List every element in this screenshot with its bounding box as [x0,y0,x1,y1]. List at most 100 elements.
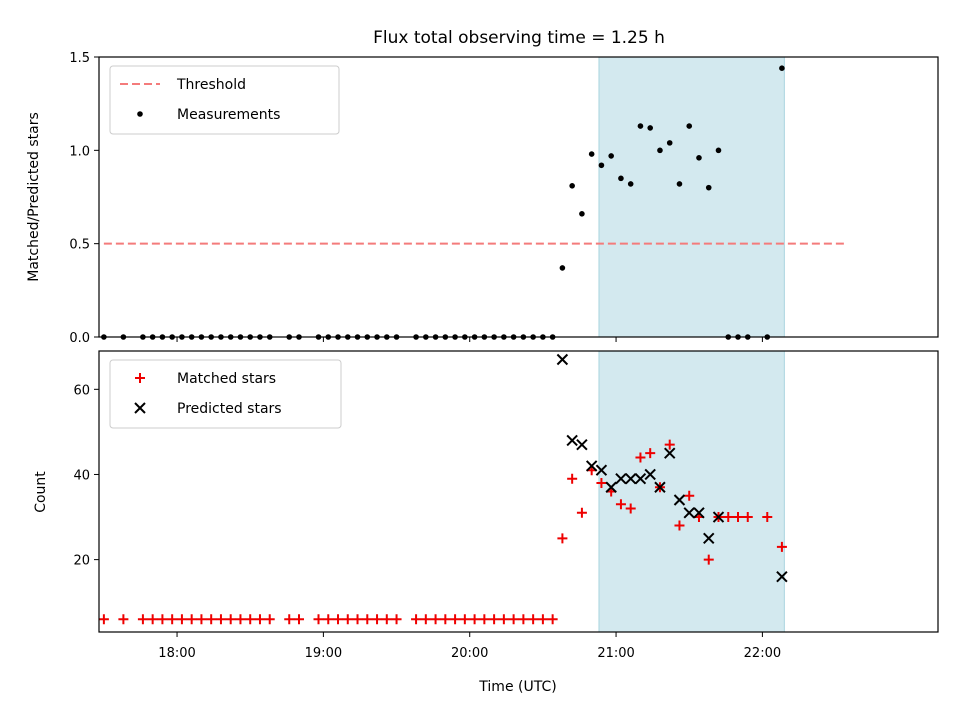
top-measurements-point [705,184,712,191]
bottom-matched-stars-point [411,614,422,625]
top-measurements-point [569,183,575,189]
bottom-matched-stars-point [420,614,431,625]
top-legend-swatch [137,111,143,117]
bottom-matched-stars-point [245,614,256,625]
bottom-matched-stars-point [508,614,519,625]
top-measurements-point [657,147,663,154]
bottom-matched-stars-point [528,614,539,625]
bottom-matched-stars-point [352,614,363,625]
bottom-matched-stars-point [254,614,265,625]
bottom-matched-stars-point [333,614,344,625]
bottom-panel: 20 40 60 18:00 19:00 20:00 21:00 22:00 Matched s… [73,350,939,661]
bottom-predicted-stars-point [654,481,666,493]
bottom-predicted-stars-point [595,464,608,476]
top-measurements-point [715,147,722,154]
top-y-axis-title: Matched/Predicted stars [26,112,42,282]
bottom-predicted-stars-point [615,473,627,485]
bottom-matched-stars-point [645,448,656,459]
top-y-tick-label: 0.0 [69,331,90,346]
bottom-matched-stars-point [489,614,500,625]
bottom-matched-stars-point [264,614,275,625]
bottom-matched-stars-point [723,512,734,523]
bottom-matched-stars-point [450,614,461,625]
bottom-predicted-stars-point [644,468,656,481]
chart-title: Flux total observing time = 1.25 h [373,28,665,48]
bottom-matched-stars-point [147,614,158,625]
top-legend-label: Threshold [176,77,246,93]
bottom-matched-stars-point [98,614,109,625]
top-measurements-point [579,211,585,217]
top-legend-box [109,65,340,135]
bottom-y-tick-label: 40 [73,468,90,483]
top-measurements-point [696,155,702,161]
bottom-matched-stars-point [167,614,178,625]
bottom-matched-stars-point [625,503,636,514]
bottom-matched-stars-point [567,473,578,484]
bottom-matched-stars-point [186,614,197,625]
bottom-matched-stars-point [176,614,187,625]
bottom-predicted-stars-point [585,460,598,472]
bottom-axes-frame [98,350,939,633]
bottom-matched-stars-point [615,499,626,510]
bottom-matched-stars-point [635,452,646,463]
bottom-predicted-stars-point [712,511,725,523]
bottom-matched-stars-point [362,614,373,625]
bottom-matched-stars-point [391,614,402,625]
bottom-shaded-region [598,350,785,633]
bottom-matched-stars-point [776,541,787,552]
bottom-x-tick-label: 20:00 [451,646,488,661]
bottom-x-tick-label: 22:00 [744,646,781,661]
bottom-legend-swatch [135,373,145,383]
top-y-tick-label: 1.0 [69,144,90,159]
top-measurements-point [637,123,644,129]
bottom-matched-stars-point [381,614,392,625]
top-panel: 0.0 0.5 1.0 1.5 Threshold Measurements [69,51,939,346]
top-measurements-point [627,181,634,187]
bottom-x-tick-label: 18:00 [158,646,195,661]
bottom-matched-stars-point [293,614,304,625]
bottom-matched-stars-point [235,614,246,625]
bottom-matched-stars-point [664,439,675,450]
bottom-matched-stars-point [479,614,490,625]
bottom-matched-stars-point [733,512,744,523]
bottom-matched-stars-point [196,614,207,625]
top-measurements-point [779,65,785,71]
bottom-matched-stars-point [684,490,695,501]
top-measurements-point [676,181,683,187]
bottom-predicted-stars-point [703,532,715,545]
bottom-matched-stars-point [762,512,773,523]
bottom-matched-stars-point [576,507,587,518]
bottom-x-tick-label: 21:00 [597,646,634,661]
top-measurements-point [598,162,605,169]
bottom-predicted-stars-point [576,438,588,451]
top-measurements-point [666,140,673,146]
bottom-matched-stars-point [459,614,470,625]
bottom-matched-stars-point [703,554,714,565]
bottom-legend-label: Matched stars [177,371,276,387]
bottom-predicted-stars-point [683,507,695,519]
bottom-matched-stars-point [157,614,168,625]
bottom-matched-stars-point [674,520,685,531]
bottom-matched-stars-point [323,614,334,625]
top-measurements-point [618,175,624,182]
bottom-predicted-stars-point [605,481,617,493]
top-shaded-region [598,56,785,338]
bottom-matched-stars-point [469,614,480,625]
bottom-predicted-stars-point [556,353,569,366]
bottom-matched-stars-point [518,614,529,625]
bottom-matched-stars-point [498,614,509,625]
bottom-matched-stars-point [313,614,324,625]
bottom-predicted-stars-point [634,473,647,485]
bottom-matched-stars-point [440,614,451,625]
bottom-matched-stars-point [372,614,383,625]
top-y-tick-label: 0.5 [69,238,90,253]
bottom-y-axis-title: Count [33,471,49,513]
bottom-matched-stars-point [284,614,295,625]
bottom-legend-label: Predicted stars [177,401,282,417]
top-legend-label: Measurements [177,107,280,123]
bottom-matched-stars-point [206,614,217,625]
bottom-matched-stars-point [342,614,353,625]
top-y-tick-label: 1.5 [69,51,90,66]
bottom-legend-swatch [134,402,146,414]
